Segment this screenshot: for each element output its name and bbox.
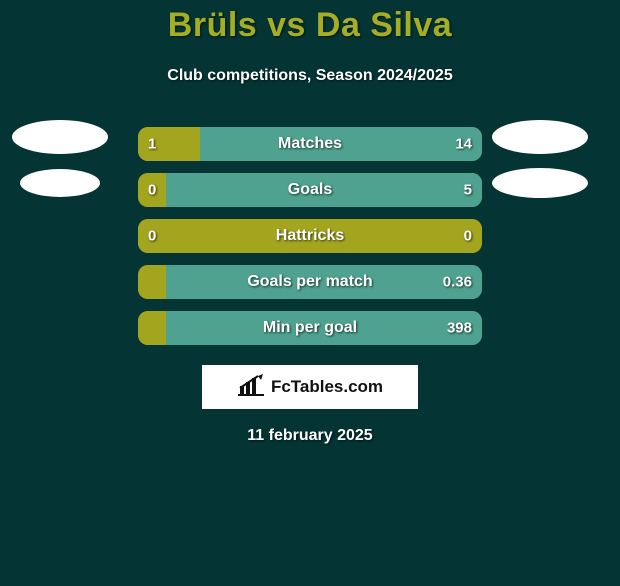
comparison-row: Matches 1 14 — [138, 127, 482, 161]
logo-text: FcTables.com — [271, 377, 383, 397]
value-right: 14 — [455, 136, 472, 153]
row-label: Hattricks — [276, 227, 344, 245]
row-label: Min per goal — [263, 319, 357, 337]
club-badge-left — [20, 169, 100, 197]
value-left: 0 — [148, 228, 156, 245]
value-left: 1 — [148, 136, 156, 153]
page-subtitle: Club competitions, Season 2024/2025 — [0, 67, 620, 85]
row-label: Goals — [288, 181, 332, 199]
comparison-row: Min per goal 398 — [138, 311, 482, 345]
value-left: 0 — [148, 182, 156, 199]
comparison-row: Goals per match 0.36 — [138, 265, 482, 299]
bar-chart-icon — [237, 374, 265, 401]
page-title: Brüls vs Da Silva — [0, 6, 620, 45]
value-right: 0 — [464, 228, 472, 245]
club-badge-right — [492, 168, 588, 198]
bar-left — [138, 311, 166, 345]
value-right: 5 — [464, 182, 472, 199]
club-badge-left — [12, 120, 108, 154]
row-label: Matches — [278, 135, 342, 153]
logo-box: FcTables.com — [202, 365, 418, 409]
value-right: 398 — [447, 320, 472, 337]
comparison-rows: Matches 1 14 Goals 0 5 Hattricks 0 0 Goals per ma… — [0, 127, 620, 345]
bar-left — [138, 265, 166, 299]
club-badge-right — [492, 120, 588, 154]
row-label: Goals per match — [247, 273, 372, 291]
comparison-row: Hattricks 0 0 — [138, 219, 482, 253]
comparison-row: Goals 0 5 — [138, 173, 482, 207]
value-right: 0.36 — [443, 274, 472, 291]
footer-date: 11 february 2025 — [0, 427, 620, 445]
